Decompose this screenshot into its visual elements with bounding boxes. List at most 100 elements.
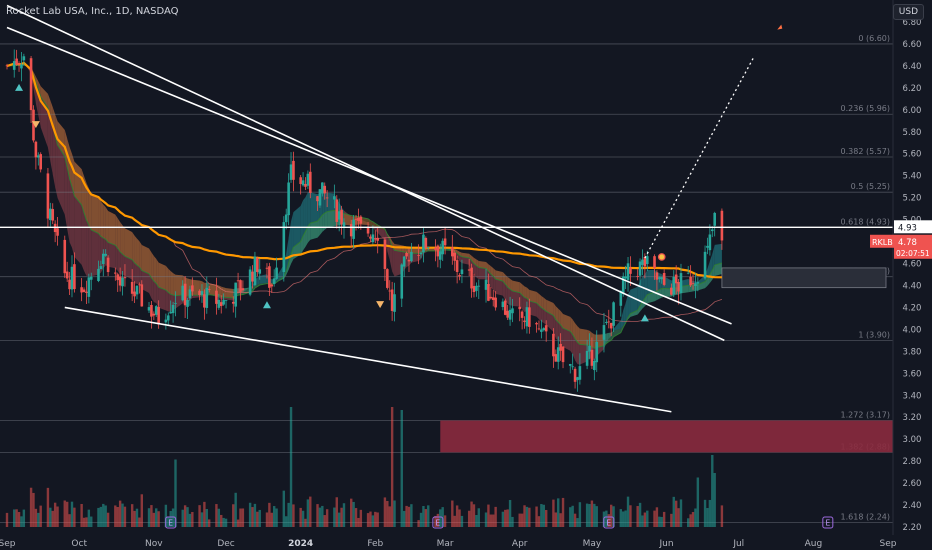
volume-bar [504, 509, 507, 527]
ribbon-segment [457, 250, 460, 256]
candle-body [501, 301, 505, 308]
price-tick-label: 3.00 [903, 435, 922, 445]
ribbon-segment [305, 226, 308, 247]
volume-bar [304, 518, 307, 527]
candle-body [393, 294, 396, 312]
volume-bar [234, 492, 237, 527]
volume-bar [711, 455, 714, 527]
candle-body [256, 257, 259, 273]
volume-bar [200, 512, 204, 527]
candle-body [674, 274, 678, 284]
volume-bar [453, 515, 456, 527]
volume-bar [540, 504, 543, 527]
candle-body [556, 347, 560, 362]
ribbon-segment [471, 255, 474, 264]
volume-bar [342, 503, 346, 527]
candle-body [672, 276, 676, 295]
ribbon-segment [226, 288, 234, 298]
ribbon-segment [536, 291, 539, 306]
volume-bar [687, 518, 690, 527]
ribbon-segment [168, 268, 171, 295]
volume-bar [90, 516, 93, 527]
volume-bar [186, 507, 189, 527]
volume-bar [289, 407, 293, 527]
price-tick-label: 3.20 [903, 413, 922, 423]
upper-trend-line [6, 4, 725, 342]
ribbon-segment [411, 247, 419, 254]
ribbon-segment [577, 326, 580, 345]
candle-body [491, 297, 495, 300]
ribbon-segment [170, 271, 174, 296]
candle-body [629, 267, 632, 274]
volume-bar [605, 510, 608, 527]
volume-bar [335, 497, 338, 527]
volume-bar [588, 504, 591, 527]
volume-bar [224, 518, 228, 527]
ribbon-segment [596, 334, 604, 348]
candle-body [215, 290, 218, 304]
ribbon-segment [50, 100, 53, 127]
volume-bar [323, 515, 326, 527]
ribbon-segment [394, 244, 402, 277]
candle-body [236, 280, 240, 282]
candle-body [585, 350, 589, 366]
trend-lines[interactable] [0, 4, 893, 413]
price-tick-label: 6.20 [903, 84, 922, 94]
candle-body [97, 268, 100, 281]
candle-body [371, 234, 375, 243]
candle-body [234, 282, 237, 307]
candle-body [316, 196, 319, 202]
candle-body [85, 291, 88, 293]
time-tick-label: 2024 [288, 539, 313, 549]
ribbon-segment [151, 252, 154, 282]
price-tick-label: 5.40 [903, 172, 922, 182]
candle-body [426, 247, 430, 248]
candle-body [520, 311, 524, 318]
volume-bar [316, 504, 319, 527]
volume-bar [492, 514, 495, 527]
ribbon-segment [38, 81, 41, 97]
volume-bar [301, 510, 305, 527]
volume-bar [270, 512, 273, 527]
volume-bar [475, 514, 478, 527]
volume-bar [578, 502, 582, 527]
ribbon-segment [529, 289, 537, 304]
volume-bar [374, 511, 377, 527]
currency-button[interactable]: USD [892, 4, 924, 20]
candle-body [706, 245, 709, 248]
candle-body [679, 273, 683, 294]
time-tick-label: Sep [880, 539, 897, 549]
candle-body [357, 217, 360, 221]
candle-body [29, 58, 33, 111]
volume-bar [528, 507, 531, 527]
candle-body [638, 261, 642, 276]
volume-bar [174, 459, 177, 527]
candle-body [542, 328, 546, 331]
candle-body [284, 214, 288, 223]
candle-body [576, 377, 579, 381]
ribbon-segment [647, 292, 655, 304]
volume-bar [241, 508, 245, 527]
volume-bar [118, 500, 122, 527]
ribbon-segment [303, 231, 306, 251]
ribbon-segment [257, 275, 260, 285]
candle-body [157, 307, 160, 325]
volume-bar [443, 515, 447, 527]
candle-body [70, 266, 74, 290]
volume-bar [383, 497, 387, 527]
candle-body [56, 228, 59, 236]
ribbon-segment [560, 311, 564, 329]
volume-bar [590, 500, 594, 527]
volume-bar [612, 506, 615, 527]
price-tick-label: 6.40 [903, 62, 922, 72]
candle-body [73, 264, 76, 290]
sell-signal-marker [376, 301, 385, 309]
volume-bar [133, 510, 136, 527]
candle-body [258, 269, 262, 274]
volume-bar [571, 505, 574, 527]
volume-bar [508, 500, 512, 527]
last-price-tag [894, 234, 932, 259]
candle-body [660, 277, 664, 280]
volume-bar [407, 506, 411, 527]
